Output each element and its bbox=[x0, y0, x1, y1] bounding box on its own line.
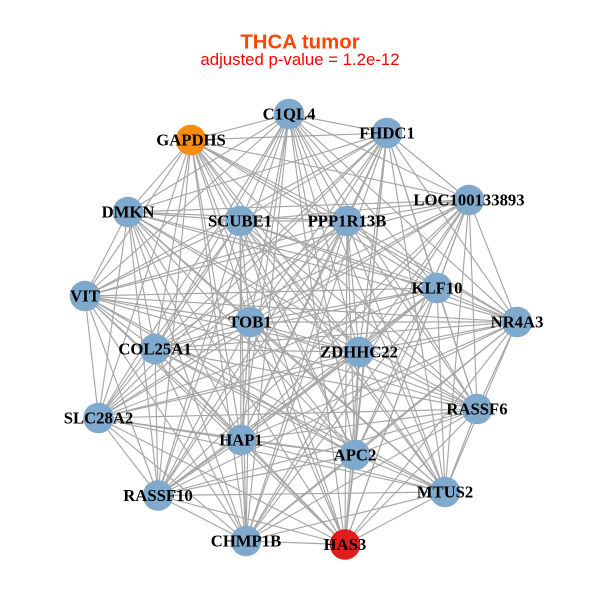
svg-text:GAPDHS: GAPDHS bbox=[156, 131, 226, 150]
svg-text:APC2: APC2 bbox=[334, 446, 377, 465]
svg-text:TOB1: TOB1 bbox=[228, 313, 271, 332]
svg-text:PPP1R13B: PPP1R13B bbox=[308, 212, 387, 231]
svg-text:HAS3: HAS3 bbox=[324, 535, 367, 554]
svg-text:CHMP1B: CHMP1B bbox=[211, 532, 281, 551]
svg-text:C1QL4: C1QL4 bbox=[263, 105, 317, 124]
svg-text:THCA tumor: THCA tumor bbox=[240, 32, 359, 54]
svg-text:FHDC1: FHDC1 bbox=[359, 124, 415, 143]
svg-text:DMKN: DMKN bbox=[102, 203, 155, 222]
svg-text:RASSF6: RASSF6 bbox=[446, 400, 507, 419]
svg-text:SCUBE1: SCUBE1 bbox=[208, 212, 272, 231]
svg-text:RASSF10: RASSF10 bbox=[123, 486, 193, 505]
svg-text:SLC28A2: SLC28A2 bbox=[64, 409, 134, 428]
svg-text:HAP1: HAP1 bbox=[219, 431, 263, 450]
svg-text:ZDHHC22: ZDHHC22 bbox=[320, 343, 398, 362]
svg-text:MTUS2: MTUS2 bbox=[417, 483, 474, 502]
svg-text:KLF10: KLF10 bbox=[412, 279, 463, 298]
svg-text:VIT: VIT bbox=[70, 287, 100, 306]
svg-text:LOC100133893: LOC100133893 bbox=[413, 191, 524, 210]
svg-text:adjusted p-value = 1.2e-12: adjusted p-value = 1.2e-12 bbox=[200, 50, 399, 69]
svg-text:COL25A1: COL25A1 bbox=[118, 340, 191, 359]
svg-text:NR4A3: NR4A3 bbox=[491, 313, 544, 332]
